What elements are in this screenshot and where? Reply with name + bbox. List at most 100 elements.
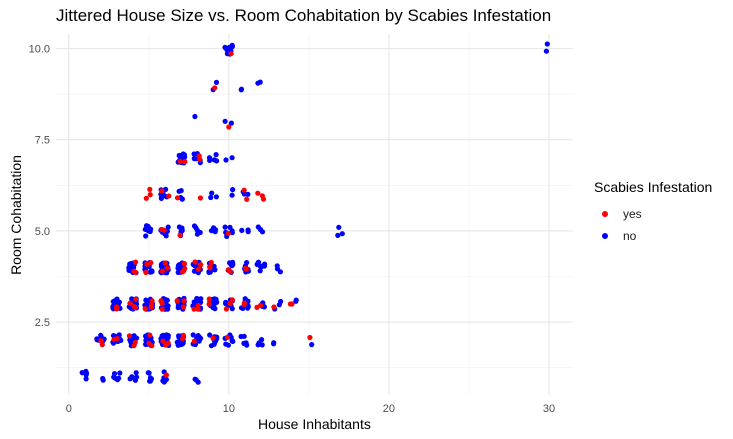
point-no	[163, 297, 169, 303]
point-yes	[159, 188, 165, 194]
point-yes	[287, 301, 293, 307]
point-no	[79, 370, 85, 376]
point-no	[165, 304, 171, 310]
point-no	[133, 370, 139, 376]
point-yes	[131, 343, 137, 349]
point-no	[213, 296, 219, 302]
point-no	[129, 374, 135, 380]
point-no	[309, 342, 315, 348]
point-yes	[255, 190, 261, 196]
point-yes	[133, 269, 139, 275]
point-no	[116, 375, 122, 381]
point-yes	[143, 195, 149, 201]
x-tick-label: 30	[543, 403, 555, 415]
legend-label-no: no	[623, 229, 637, 243]
point-no	[339, 231, 345, 237]
legend-key-yes	[594, 203, 616, 225]
point-yes	[241, 300, 247, 306]
y-tick-label: 10.0	[29, 44, 50, 56]
point-no	[143, 233, 149, 239]
point-no	[211, 225, 217, 231]
point-no	[112, 375, 118, 381]
point-no	[212, 306, 218, 312]
point-yes	[226, 124, 232, 130]
point-yes	[142, 306, 148, 312]
legend-label-yes: yes	[623, 207, 642, 221]
point-no	[245, 227, 251, 233]
point-yes	[307, 334, 313, 341]
x-tick-labels: 0 10 20 30	[66, 403, 555, 415]
point-no	[147, 375, 153, 381]
point-yes	[181, 298, 187, 304]
x-tick-label: 0	[66, 403, 72, 415]
point-no	[544, 41, 550, 47]
point-yes	[159, 268, 165, 274]
point-no	[181, 152, 188, 158]
y-axis-title: Room Cohabitation	[8, 155, 24, 275]
point-yes	[114, 336, 120, 342]
y-tick-labels: 2.5 5.0 7.5 10.0	[29, 44, 50, 329]
point-no	[175, 263, 181, 269]
data-points	[79, 41, 550, 385]
y-tick-label: 7.5	[35, 135, 50, 147]
point-yes	[166, 193, 172, 199]
point-no	[214, 158, 220, 164]
point-no	[195, 335, 202, 341]
point-no	[228, 120, 234, 126]
point-no	[213, 194, 219, 200]
point-yes	[147, 332, 153, 338]
point-no	[194, 227, 200, 233]
point-yes	[163, 372, 169, 378]
point-yes	[180, 332, 186, 338]
legend-swatch-yes	[602, 211, 608, 217]
point-yes	[198, 262, 204, 268]
y-tick-label: 2.5	[35, 317, 50, 329]
point-no	[229, 230, 235, 236]
x-tick-label: 10	[223, 403, 235, 415]
point-no	[209, 190, 215, 196]
point-no	[276, 302, 282, 308]
point-no	[117, 370, 123, 376]
point-no	[176, 188, 182, 194]
point-no	[239, 227, 245, 233]
point-no	[229, 192, 235, 198]
point-no	[243, 340, 249, 346]
point-yes	[212, 85, 218, 91]
point-no	[165, 224, 171, 230]
point-no	[245, 191, 251, 197]
point-no	[230, 187, 236, 193]
point-yes	[195, 306, 201, 312]
point-no	[206, 155, 213, 161]
point-no	[228, 334, 234, 340]
point-yes	[244, 196, 250, 202]
point-yes	[148, 304, 154, 310]
point-yes	[133, 259, 139, 265]
point-no	[274, 266, 281, 272]
point-yes	[164, 265, 171, 271]
point-no	[228, 261, 234, 267]
point-yes	[177, 232, 183, 238]
point-yes	[149, 343, 155, 349]
point-yes	[271, 304, 277, 310]
point-yes	[177, 158, 183, 164]
legend-item-yes: yes	[594, 203, 712, 225]
point-no	[83, 370, 90, 376]
point-yes	[143, 269, 149, 276]
point-no	[222, 118, 228, 124]
point-no	[190, 332, 196, 338]
point-no	[271, 340, 277, 346]
point-yes	[148, 260, 154, 266]
legend-item-no: no	[594, 225, 712, 247]
point-yes	[161, 227, 167, 233]
point-no	[193, 377, 199, 383]
point-yes	[159, 306, 165, 312]
point-no	[227, 224, 233, 230]
point-no	[146, 370, 152, 376]
point-no	[194, 231, 200, 237]
point-no	[191, 156, 197, 162]
legend-key-no	[594, 225, 616, 247]
point-no	[293, 298, 299, 304]
point-yes	[147, 192, 153, 198]
point-yes	[181, 260, 187, 267]
